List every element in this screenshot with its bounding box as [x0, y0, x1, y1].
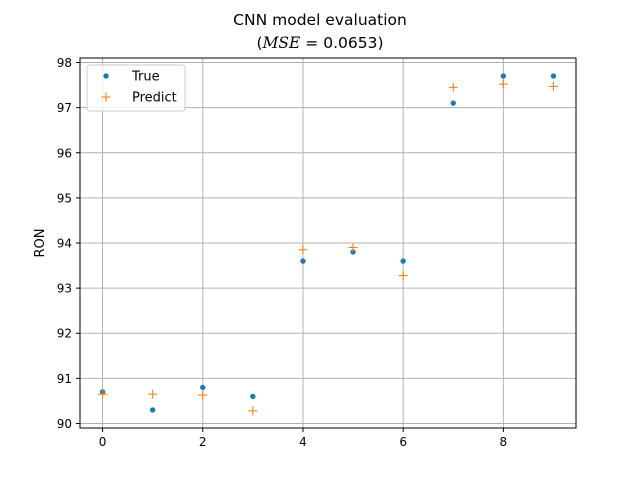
true-point — [200, 384, 206, 391]
x-tick-label: 4 — [299, 435, 307, 449]
true-point — [400, 258, 406, 264]
chart-subtitle-prefix: ( — [256, 34, 263, 52]
axis-ticks: 0 2 4 6 8 90 91 92 93 94 95 96 97 98 — [57, 56, 507, 449]
chart-subtitle: (MSE = 0.0653) — [0, 34, 640, 52]
predict-point — [98, 389, 108, 399]
predict-point — [148, 389, 158, 399]
chart-subtitle-math: MSE — [262, 34, 301, 52]
x-tick-label: 6 — [399, 435, 407, 449]
predict-point — [348, 243, 358, 253]
grid-lines — [80, 58, 576, 428]
legend-label: True — [131, 70, 160, 85]
true-point — [450, 100, 456, 106]
y-tick-label: 95 — [57, 191, 72, 205]
true-point — [350, 249, 356, 255]
true-point — [300, 258, 306, 264]
y-tick-label: 90 — [57, 417, 72, 431]
true-point — [149, 407, 156, 413]
y-tick-label: 91 — [57, 372, 72, 386]
legend: True Predict — [86, 64, 186, 112]
predict-point — [198, 390, 208, 400]
x-tick-label: 2 — [199, 435, 207, 449]
predict-point — [448, 82, 458, 92]
y-tick-label: 98 — [57, 56, 72, 70]
legend-label: Predict — [132, 91, 177, 106]
data-marks — [98, 73, 558, 416]
legend-marker — [101, 92, 111, 102]
predict-point — [398, 270, 408, 280]
x-tick-label: 0 — [99, 435, 107, 449]
true-point — [250, 393, 256, 400]
y-tick-label: 96 — [57, 146, 72, 160]
y-tick-label: 92 — [57, 327, 72, 341]
true-point — [550, 73, 557, 79]
x-tick-label: 8 — [500, 435, 508, 449]
predict-point — [248, 406, 258, 416]
predict-point — [498, 79, 508, 89]
true-point — [500, 73, 507, 79]
legend-box — [86, 64, 186, 112]
predict-point — [298, 245, 308, 255]
y-tick-label: 94 — [57, 237, 72, 251]
y-tick-label: 97 — [57, 101, 72, 115]
chart-title: CNN model evaluation — [233, 11, 407, 29]
y-tick-label: 93 — [57, 282, 72, 296]
chart-subtitle-rest: = 0.0653) — [300, 34, 384, 52]
y-axis-label: RON — [33, 229, 48, 258]
predict-point — [548, 81, 558, 91]
legend-marker — [103, 73, 109, 79]
